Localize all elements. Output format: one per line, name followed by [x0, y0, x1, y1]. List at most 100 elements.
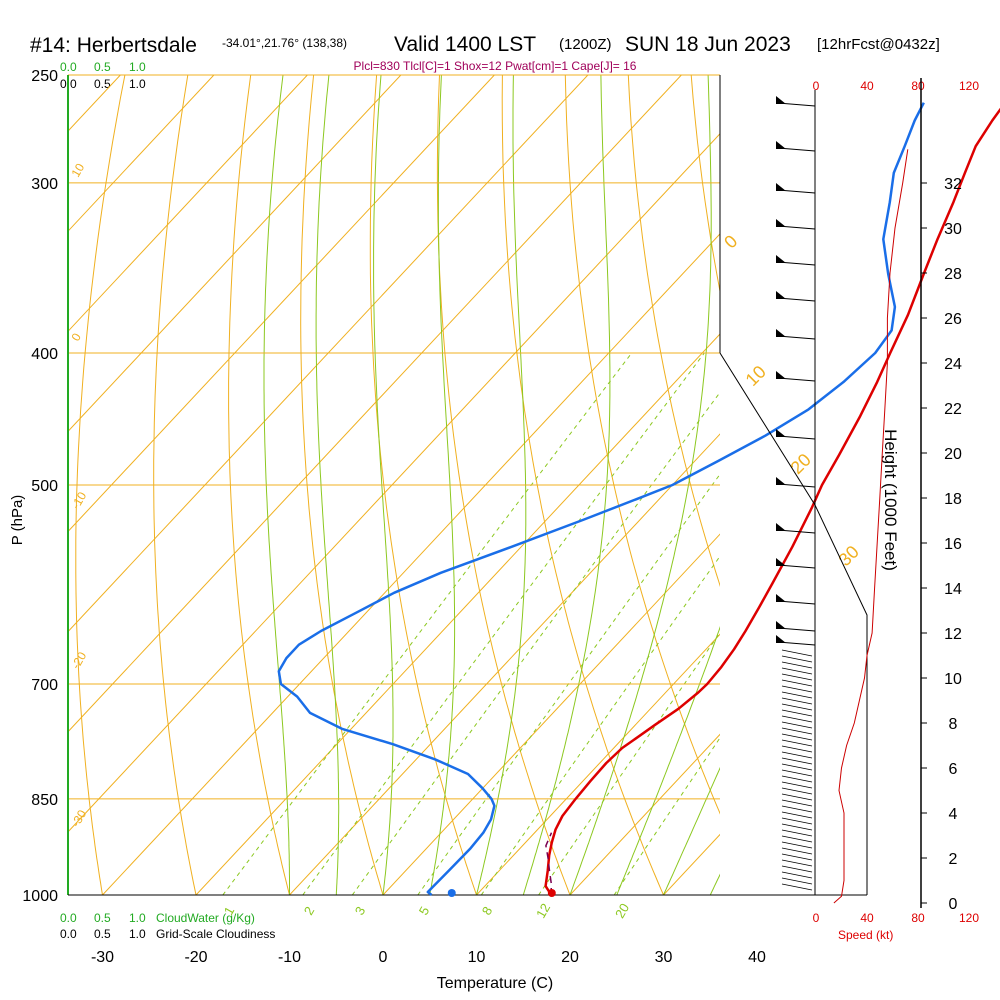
- wind-barb-low: [781, 769, 813, 777]
- wind-barb-low: [781, 817, 813, 825]
- isotherm-label: 0: [68, 330, 84, 343]
- wind-barb-low: [781, 679, 813, 687]
- wind-barb-flag: [776, 291, 786, 299]
- wind-barb-flag: [776, 635, 786, 643]
- wind-barb-low: [781, 661, 813, 669]
- dry-adiabat-line: [690, 75, 720, 294]
- isotherm-line: [382, 533, 720, 895]
- bot-cl-tick-1: 0.5: [94, 927, 111, 941]
- wind-barb-low: [781, 877, 813, 885]
- wind-barb-flag: [776, 621, 786, 629]
- top-cw-tick-0: 0.0: [60, 60, 77, 74]
- bot-cw-tick-2: 1.0: [129, 911, 146, 925]
- wind-barb-low: [781, 691, 813, 699]
- wind-barb-low: [781, 871, 813, 879]
- wind-barb-low: [781, 751, 813, 759]
- temperature-tick-label: 40: [748, 949, 766, 966]
- isotherm-label: -30: [68, 807, 89, 829]
- wind-barb-low: [781, 829, 813, 837]
- temperature-tick-label: -10: [278, 949, 301, 966]
- valid-date: SUN 18 Jun 2023: [625, 33, 791, 56]
- wind-barb-low: [781, 805, 813, 813]
- wind-barb-low: [781, 655, 813, 663]
- wind-barb-low: [781, 835, 813, 843]
- isotherm-label: -20: [68, 649, 89, 671]
- moist-adiabat-line: [315, 75, 340, 895]
- speed-scale-bottom: 0 40 80 120 Speed (kt): [813, 911, 980, 942]
- dry-adiabat-line: [627, 75, 720, 588]
- speed-top-tick-0: 0: [813, 79, 820, 93]
- wind-barb-low: [781, 733, 813, 741]
- temperature-tick-label: 0: [379, 949, 388, 966]
- height-tick-label: 26: [944, 311, 962, 328]
- y-axis-label: P (hPa): [9, 495, 26, 546]
- wind-barb-flag: [776, 429, 786, 437]
- temperature-tick-label: 30: [655, 949, 673, 966]
- wind-barb-low: [781, 781, 813, 789]
- height-tick-label: 14: [944, 581, 962, 598]
- x-axis-label: Temperature (C): [437, 975, 553, 992]
- wind-barb-low: [781, 667, 813, 675]
- wind-barb-flag: [776, 96, 786, 104]
- series-temperature: [544, 107, 1000, 896]
- wind-barb-low: [781, 793, 813, 801]
- station-title: #14: Herbertsdale: [30, 34, 197, 57]
- top-cl-tick-2: 1.0: [129, 77, 146, 91]
- mixing-ratio-label: 20: [612, 901, 632, 921]
- bot-cl-tick-2: 1.0: [129, 927, 146, 941]
- mixing-ratio-label: 3: [352, 904, 369, 918]
- stability-indices: Plcl=830 Tlcl[C]=1 Shox=12 Pwat[cm]=1 Ca…: [354, 59, 637, 73]
- height-tick-label: 4: [949, 806, 958, 823]
- height-tick-label: 20: [944, 446, 962, 463]
- series-parcel: [545, 832, 553, 896]
- surface-temperature-point: [547, 889, 556, 897]
- wind-barb-low: [781, 847, 813, 855]
- height-tick-label: 32: [944, 176, 962, 193]
- wind-barb-low: [781, 685, 813, 693]
- pressure-tick-label: 500: [31, 478, 58, 495]
- top-cw-tick-1: 0.5: [94, 60, 111, 74]
- wind-barb-low: [781, 697, 813, 705]
- height-tick-label: 24: [944, 356, 962, 373]
- height-tick-label: 30: [944, 221, 962, 238]
- speed-scale-top: 0 40 80 120: [813, 79, 980, 93]
- isotherm-line: [68, 75, 402, 433]
- dry-adiabat-label: 0: [720, 231, 741, 252]
- dry-adiabat-label: 20: [787, 450, 815, 478]
- mixing-ratio-line: [613, 737, 720, 895]
- top-cl-tick-1: 0.5: [94, 77, 111, 91]
- wind-barb-low: [781, 715, 813, 723]
- wind-panel: [719, 90, 909, 904]
- height-tick-label: 16: [944, 536, 962, 553]
- wind-barb-low: [781, 721, 813, 729]
- isotherm-label: 10: [68, 161, 87, 180]
- dry-adiabat-line: [75, 75, 126, 895]
- mixing-ratio-label: 12: [533, 901, 553, 921]
- moist-adiabat-line: [663, 766, 720, 895]
- height-axis-label: Height (1000 Feet): [881, 429, 900, 571]
- pressure-tick-label: 850: [31, 792, 58, 809]
- moist-adiabat-line: [569, 75, 712, 895]
- station-coords: -34.01°,21.76° (138,38): [222, 36, 347, 50]
- height-tick-label: 0: [949, 896, 958, 913]
- speed-top-tick-3: 120: [959, 79, 979, 93]
- series-dewpoint: [277, 102, 925, 896]
- wind-barb-low: [781, 853, 813, 861]
- temperature-tick-label: 10: [468, 949, 486, 966]
- moist-adiabat-line: [522, 75, 611, 895]
- wind-barb-low: [781, 763, 813, 771]
- height-tick-label: 8: [949, 716, 958, 733]
- speed-top-tick-1: 40: [860, 79, 874, 93]
- speed-bot-tick-1: 40: [860, 911, 874, 925]
- surface-dewpoint-point: [447, 889, 456, 897]
- isotherm-line: [476, 633, 720, 895]
- height-tick-label: 10: [944, 671, 962, 688]
- speed-bot-tick-2: 80: [911, 911, 925, 925]
- pressure-tick-label: 300: [31, 176, 58, 193]
- isotherm-label: -10: [68, 489, 89, 511]
- mixing-ratio-line: [480, 555, 720, 895]
- wind-barb-flag: [776, 255, 786, 263]
- dry-adiabat-line: [501, 75, 664, 895]
